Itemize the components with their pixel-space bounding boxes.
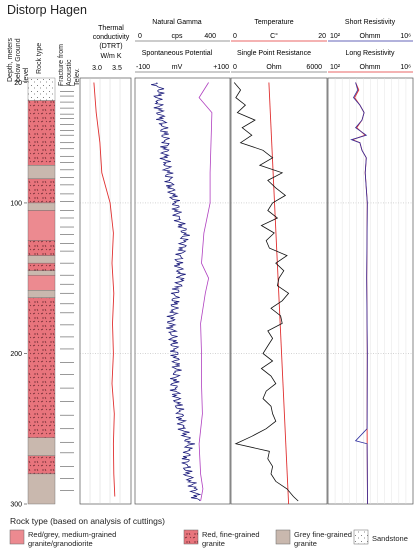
temp-title: Temperature (254, 19, 293, 26)
legend-swatch-sandstone (353, 529, 369, 545)
panel-gamma-sp (134, 77, 231, 505)
chart-title: Distorp Hagen (7, 3, 87, 17)
long-res-unit: Ohmm (360, 64, 381, 71)
spr-max: 6000 (306, 64, 322, 71)
short-res-max: 10⁶ (400, 33, 411, 40)
depth-tick-100: 100 (10, 200, 22, 207)
legend-title: Rock type (based on analysis of cuttings… (10, 516, 165, 526)
sp-max: +100 (213, 64, 229, 71)
thermal-unit: W/m K (101, 53, 122, 60)
depth-tick-20: 20 (14, 80, 22, 87)
spontaneous-potential-line (198, 82, 213, 502)
legend-swatch-grey (275, 529, 291, 545)
thermal-conductivity-line (93, 82, 116, 497)
gamma-header: Natural Gamma 0 cps 400 Spontaneous Pote… (136, 19, 229, 71)
rock-layer-grey (27, 437, 56, 457)
panel-thermal (79, 77, 132, 505)
rock-layer-red (27, 297, 56, 438)
rock-layer-grey (27, 202, 56, 211)
temp-min: 0 (233, 33, 237, 40)
rock-layer-grey (27, 473, 56, 505)
legend-label-red: Red, fine-grained granite (202, 530, 260, 548)
rock-layer-grey (27, 290, 56, 298)
long-res-min: 10² (330, 64, 341, 71)
short-res-min: 10² (330, 33, 341, 40)
legend-label-grey: Grey fine-grained granite (294, 530, 352, 548)
gamma-min: 0 (138, 33, 142, 40)
single-point-resistance-line (233, 82, 299, 502)
thermal-header: Thermal conductivity (DTRT) W/m K 3.0 3.… (92, 25, 130, 72)
gamma-unit: cps (172, 33, 183, 40)
rock-layer-grey (27, 255, 56, 264)
resistivity-header: Short Resistivity 10² Ohmm 10⁶ Long Resi… (330, 19, 411, 71)
thermal-title-1: Thermal (98, 25, 124, 32)
thermal-tick-3-0: 3.0 (92, 65, 102, 72)
rock-layer-grey (27, 165, 56, 180)
legend-label-redgrey: Red/grey, medium-grained granite/granodi… (28, 530, 117, 548)
rock-type-column (27, 77, 56, 505)
long-res-title: Long Resistivity (345, 50, 395, 57)
legend-swatches (9, 529, 369, 545)
log-panels (79, 77, 414, 505)
temp-unit: C° (270, 32, 278, 40)
legend-label-sandstone: Sandstone (372, 534, 408, 543)
natural-gamma-line (151, 82, 202, 502)
thermal-title-3: (DTRT) (99, 43, 122, 50)
temperature-line (268, 82, 290, 505)
long-res-max: 10⁶ (400, 64, 411, 71)
panel-temp-spr (230, 77, 328, 505)
rock-layer-red (27, 178, 56, 204)
fracture-column (60, 85, 74, 491)
legend-swatch-red (183, 529, 199, 545)
short-resistivity-line (350, 82, 368, 505)
temp-header: Temperature 0 C° 20 Single Point Resista… (233, 19, 326, 71)
gamma-title: Natural Gamma (152, 19, 202, 26)
rock-layer-redgrey (27, 210, 56, 241)
spr-title: Single Point Resistance (237, 50, 311, 57)
rock-layer-sandstone (27, 77, 56, 101)
long-resistivity-line (351, 82, 368, 505)
spr-unit: Ohm (266, 64, 281, 71)
rock-layer-red (27, 100, 56, 166)
sp-title: Spontaneous Potential (142, 50, 213, 57)
sp-unit: mV (172, 64, 183, 71)
gamma-max: 400 (204, 33, 216, 40)
depth-tick-200: 200 (10, 351, 22, 358)
thermal-tick-3-5: 3.5 (112, 65, 122, 72)
rock-layer-grey (27, 270, 56, 276)
depth-axis: 20 100 200 300 (10, 80, 27, 509)
short-res-title: Short Resistivity (345, 19, 396, 26)
rock-layer-redgrey (27, 274, 56, 291)
short-res-unit: Ohmm (360, 33, 381, 40)
rock-layer-red (27, 240, 56, 256)
spr-min: 0 (233, 64, 237, 71)
temp-max: 20 (318, 33, 326, 40)
rock-layer-red (27, 455, 56, 475)
thermal-title-2: conductivity (93, 34, 130, 41)
sp-min: -100 (136, 64, 150, 71)
legend-swatch-redgrey (9, 529, 25, 545)
depth-tick-300: 300 (10, 502, 22, 509)
rock-layer-red (27, 262, 56, 271)
